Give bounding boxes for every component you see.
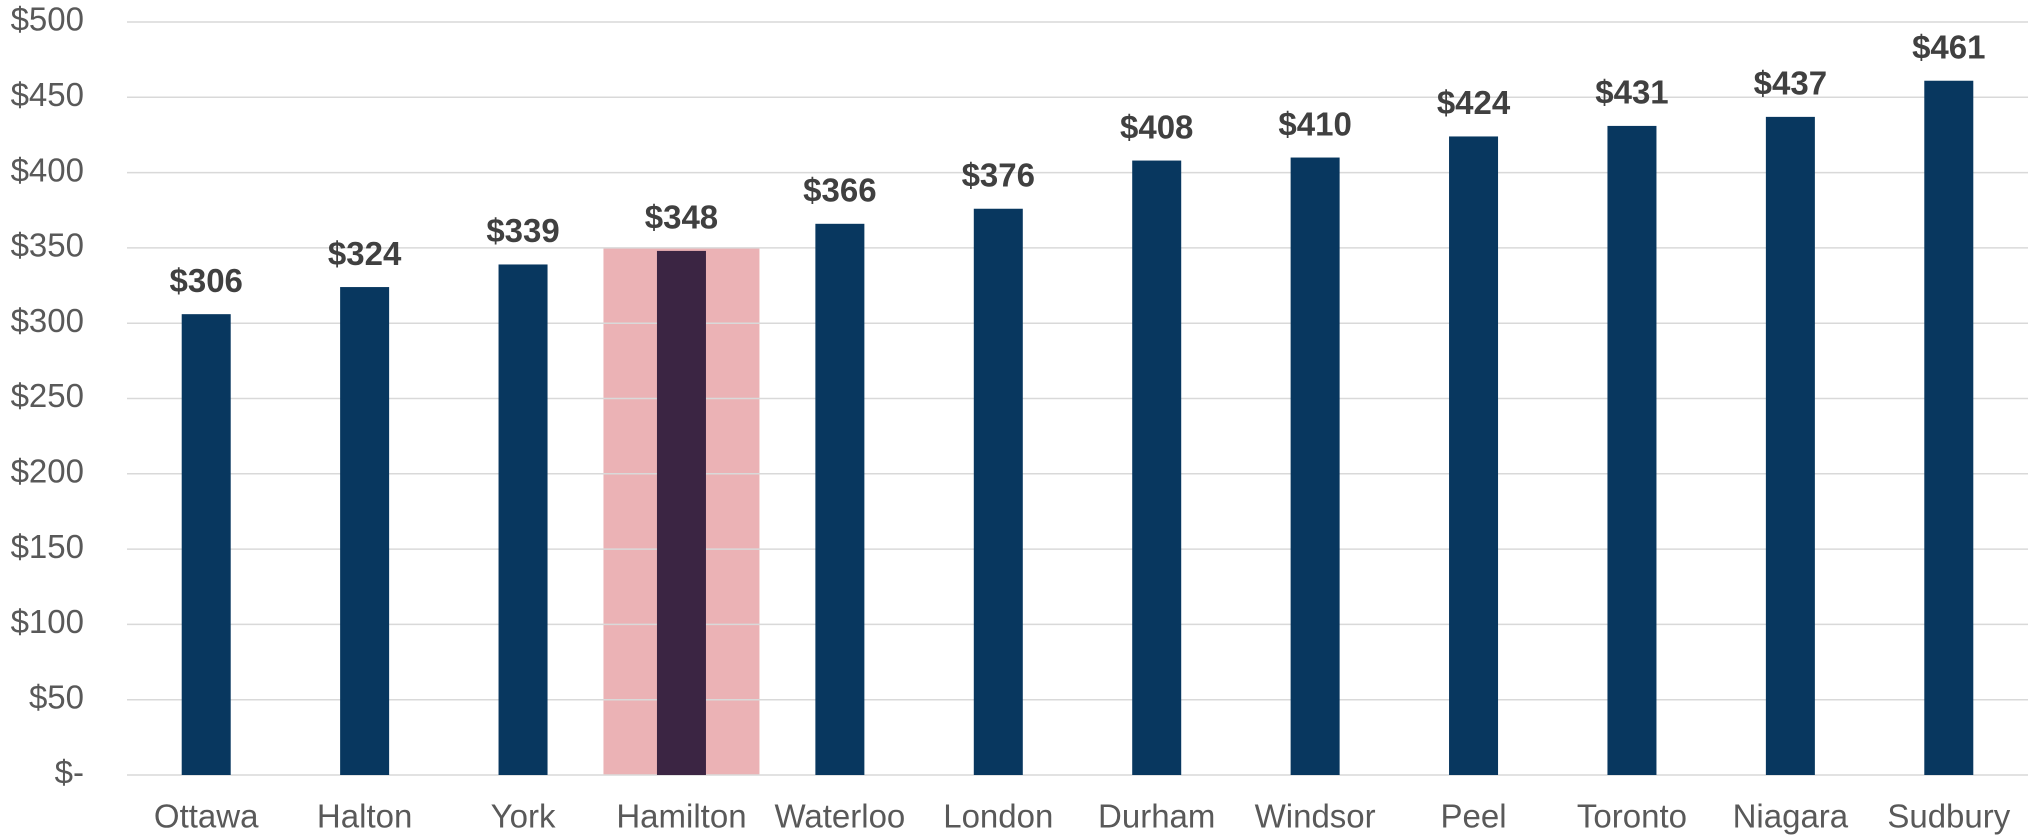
x-tick-label: Ottawa [154, 798, 259, 835]
y-tick-label: $400 [11, 151, 84, 188]
y-tick-label: $50 [29, 678, 84, 715]
y-tick-label: $300 [11, 302, 84, 339]
y-tick-label: $- [55, 754, 84, 791]
value-label: $437 [1754, 65, 1827, 102]
bar [1765, 116, 1815, 776]
x-tick-label: Waterloo [774, 798, 905, 835]
bar [656, 250, 706, 776]
y-tick-label: $450 [11, 76, 84, 113]
bar [815, 223, 865, 775]
bar [181, 314, 231, 775]
value-label: $339 [486, 212, 559, 249]
value-label: $424 [1437, 84, 1511, 121]
value-label: $461 [1912, 28, 1985, 65]
x-tick-label: Peel [1441, 798, 1507, 835]
bar [1449, 136, 1499, 775]
y-tick-label: $150 [11, 528, 84, 565]
value-label: $366 [803, 172, 876, 209]
y-tick-label: $500 [11, 1, 84, 38]
value-label: $410 [1278, 105, 1351, 142]
value-label: $431 [1595, 74, 1668, 111]
y-tick-label: $200 [11, 453, 84, 490]
x-tick-label: Durham [1098, 798, 1215, 835]
x-tick-label: Niagara [1733, 798, 1849, 835]
y-tick-label: $100 [11, 603, 84, 640]
value-label: $324 [328, 235, 402, 272]
bar [340, 287, 390, 775]
x-tick-label: London [943, 798, 1053, 835]
value-label: $306 [169, 262, 242, 299]
value-label: $376 [962, 156, 1035, 193]
bar [1290, 157, 1340, 776]
value-label: $408 [1120, 108, 1193, 145]
x-tick-label: Windsor [1255, 798, 1376, 835]
y-tick-label: $350 [11, 227, 84, 264]
value-label: $348 [645, 199, 718, 236]
x-tick-label: Toronto [1577, 798, 1687, 835]
y-tick-label: $250 [11, 377, 84, 414]
bar [973, 208, 1023, 775]
bar [1607, 125, 1657, 775]
bar [498, 264, 548, 775]
bar [1924, 80, 1974, 775]
x-tick-label: York [491, 798, 556, 835]
x-tick-label: Halton [317, 798, 412, 835]
x-tick-label: Sudbury [1887, 798, 2010, 835]
bar [1132, 160, 1182, 775]
x-tick-label: Hamilton [616, 798, 746, 835]
